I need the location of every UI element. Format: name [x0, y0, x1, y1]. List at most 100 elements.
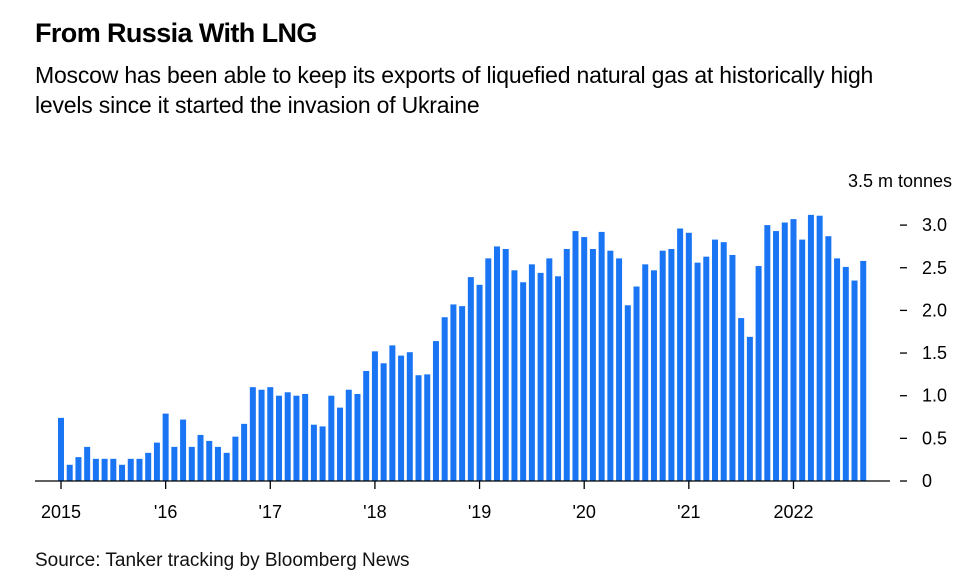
bar: [598, 231, 605, 481]
bar: [546, 258, 553, 481]
bar: [589, 248, 596, 481]
x-axis-ticks: 2015 '16 '17 '18 '19 '20 '21 2022: [41, 481, 814, 522]
bar: [171, 446, 178, 481]
bar: [476, 284, 483, 481]
bar: [293, 395, 300, 481]
bar: [119, 464, 126, 481]
bar: [276, 395, 282, 481]
bar: [712, 239, 718, 481]
bar: [197, 434, 204, 481]
y-tick-label: 2.5: [922, 258, 947, 278]
bar: [799, 239, 806, 481]
bar: [677, 228, 684, 481]
bar: [398, 355, 405, 481]
bar: [860, 260, 867, 481]
bar: [380, 363, 387, 481]
bar: [406, 352, 413, 481]
x-tick-label: 2015: [41, 502, 81, 522]
bar: [110, 458, 117, 481]
bar: [127, 458, 134, 481]
bar: [241, 423, 248, 481]
y-tick-label: 1.0: [922, 386, 947, 406]
bar: [563, 248, 570, 481]
bar: [694, 262, 701, 481]
bar: [214, 446, 221, 481]
bar: [729, 254, 736, 481]
bar: [572, 231, 579, 481]
bar: [319, 426, 326, 481]
bar: [145, 452, 152, 481]
bar: [616, 258, 623, 481]
source-note: Source: Tanker tracking by Bloomberg New…: [35, 550, 410, 571]
bar: [755, 266, 762, 481]
bar: [84, 446, 91, 481]
bar: [842, 266, 849, 481]
bar: [851, 280, 858, 481]
bar: [459, 306, 466, 481]
x-tick-label: '20: [572, 502, 595, 522]
bar: [302, 393, 309, 481]
bar: [363, 370, 370, 481]
bar: [494, 246, 500, 481]
bar: [659, 250, 666, 481]
bar: [581, 237, 588, 481]
bar: [555, 276, 562, 481]
y-axis-unit-label: 3.5 m tonnes: [848, 171, 952, 191]
bar: [153, 442, 160, 481]
bar: [502, 248, 509, 481]
bar: [703, 256, 710, 481]
x-tick-label: '17: [259, 502, 282, 522]
bar: [816, 215, 823, 481]
bar: [101, 458, 108, 481]
bar: [328, 395, 335, 481]
bar: [764, 225, 771, 481]
y-tick-label: 1.5: [922, 343, 947, 363]
bar: [720, 242, 727, 481]
bar: [790, 219, 797, 481]
bar: [232, 436, 239, 481]
bar: [180, 419, 187, 481]
x-tick-label: '19: [468, 502, 491, 522]
bar: [685, 232, 692, 481]
bar: [58, 417, 64, 481]
x-tick-label: 2022: [773, 502, 813, 522]
bar: [450, 304, 457, 481]
y-tick-label: 0: [922, 471, 932, 491]
bar: [389, 345, 396, 481]
bar: [746, 336, 753, 481]
x-tick-label: '16: [154, 502, 177, 522]
bar: [136, 458, 143, 481]
bar: [537, 272, 544, 481]
bar: [162, 413, 169, 481]
bar: [354, 393, 361, 481]
y-tick-label: 3.0: [922, 215, 947, 235]
bar: [773, 231, 780, 481]
bar: [223, 452, 230, 481]
bars-group: [58, 214, 867, 482]
x-tick-label: '18: [363, 502, 386, 522]
bar: [642, 264, 649, 481]
bar: [188, 446, 195, 481]
bar: [520, 282, 527, 481]
bar: [424, 374, 431, 482]
bar: [467, 277, 474, 481]
bar: [258, 389, 265, 481]
y-tick-label: 0.5: [922, 428, 947, 448]
bar: [607, 250, 614, 481]
bar: [738, 318, 745, 481]
chart-subtitle: Moscow has been able to keep its exports…: [35, 62, 874, 118]
y-axis-ticks: 0 0.5 1.0 1.5 2.0 2.5 3.0: [900, 215, 947, 491]
bar: [249, 387, 256, 481]
bar: [668, 248, 675, 481]
x-tick-label: '21: [677, 502, 700, 522]
bar: [415, 375, 422, 481]
bar: [206, 440, 213, 481]
bar: [511, 270, 518, 481]
bar: [371, 351, 378, 481]
bar: [337, 407, 344, 481]
bar: [345, 389, 352, 481]
bar: [92, 458, 99, 481]
bar: [75, 457, 82, 481]
bar: [807, 214, 814, 482]
chart-title: From Russia With LNG: [35, 18, 317, 48]
